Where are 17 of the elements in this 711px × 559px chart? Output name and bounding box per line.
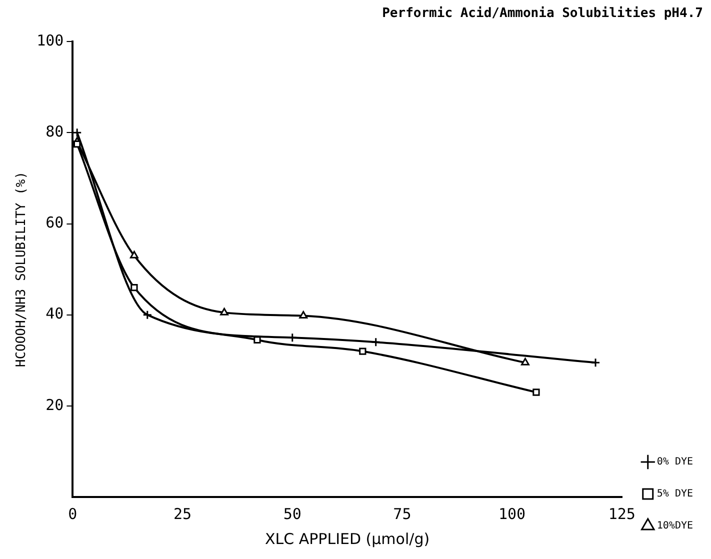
y-tick-label: 20 — [46, 396, 64, 414]
x-tick-label: 0 — [68, 504, 78, 523]
y-tick-label: 100 — [36, 31, 64, 50]
x-tick-label: 100 — [498, 504, 526, 523]
y-tick-label: 80 — [46, 122, 64, 141]
x-axis-title: XLC APPLIED (μmol/g) — [264, 530, 430, 548]
legend-label: 10%DYE — [656, 520, 693, 532]
x-tick-label: 75 — [393, 504, 412, 523]
x-tick-label: 125 — [608, 504, 636, 523]
chart-title: Performic Acid/Ammonia Solubilities pH4.7 — [382, 6, 703, 22]
legend-label: 0% DYE — [656, 456, 693, 468]
y-tick-label: 60 — [46, 214, 64, 232]
x-tick-label: 25 — [174, 504, 192, 523]
x-tick-label: 50 — [283, 504, 302, 523]
y-tick-label: 40 — [46, 304, 64, 323]
legend-label: 5% DYE — [656, 488, 693, 500]
y-axis-title: HCOOOH/NH3 SOLUBILITY (%) — [14, 171, 30, 368]
